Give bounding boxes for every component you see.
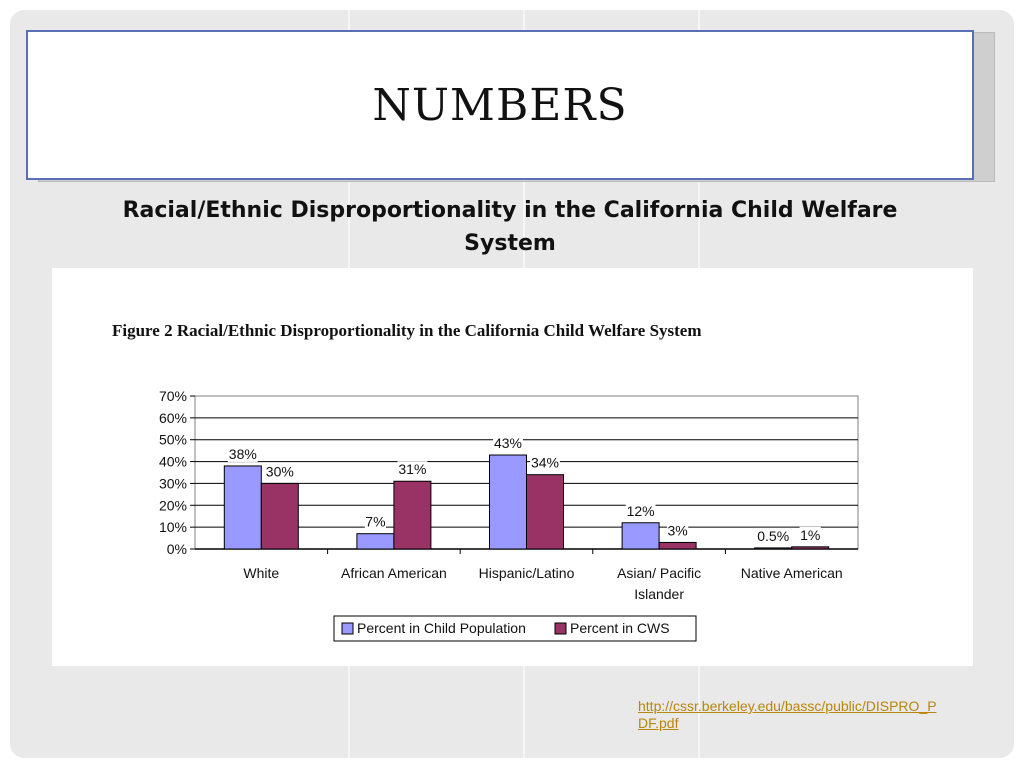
y-tick-label: 40% xyxy=(159,454,187,470)
data-label-bg xyxy=(530,454,560,471)
data-label: 1% xyxy=(800,527,820,543)
legend-swatch xyxy=(554,622,567,635)
category-label: Native American xyxy=(741,565,843,581)
chart-figure: Figure 2 Racial/Ethnic Disproportionalit… xyxy=(52,268,973,666)
y-tick-label: 0% xyxy=(167,541,187,557)
title-box: NUMBERS xyxy=(26,30,974,180)
legend-label: Percent in Child Population xyxy=(357,620,526,636)
legend-swatch xyxy=(341,622,354,635)
bar-chart: 0% 10% 20% 30% 40% 50% 60% 70% 38% 30% White 7% 31% A… xyxy=(159,388,859,642)
category-label: Hispanic/Latino xyxy=(479,565,575,581)
bar xyxy=(393,480,432,550)
data-label-bg xyxy=(667,522,689,539)
data-label: 31% xyxy=(398,461,426,477)
y-tick-label: 20% xyxy=(159,497,187,513)
bar xyxy=(223,465,262,550)
category-label: Islander xyxy=(634,586,684,602)
data-label: 12% xyxy=(627,503,655,519)
slide-title: NUMBERS xyxy=(372,79,628,131)
slide-subtitle: Racial/Ethnic Disproportionality in the … xyxy=(122,198,898,256)
data-label-bg xyxy=(625,502,656,519)
y-tick-label: 60% xyxy=(159,410,187,426)
data-label: 38% xyxy=(229,446,257,462)
bar xyxy=(658,541,697,550)
data-label: 30% xyxy=(266,463,294,479)
y-tick-label: 30% xyxy=(159,475,187,491)
legend-label: Percent in CWS xyxy=(570,620,670,636)
y-tick-label: 70% xyxy=(159,388,187,404)
data-label-bg xyxy=(799,526,821,543)
bar xyxy=(526,474,564,550)
data-label: 34% xyxy=(531,455,559,471)
chart-title: Figure 2 Racial/Ethnic Disproportionalit… xyxy=(112,321,702,340)
data-label-bg xyxy=(264,463,295,480)
bar xyxy=(754,547,793,550)
source-link[interactable]: http://cssr.berkeley.edu/bassc/public/DI… xyxy=(638,698,937,731)
legend-box xyxy=(333,615,697,642)
data-label-bg xyxy=(754,527,793,544)
data-label-bg xyxy=(397,461,428,478)
bar xyxy=(260,482,299,550)
data-label: 43% xyxy=(494,435,522,451)
category-label: Asian/ Pacific xyxy=(617,565,701,581)
bar xyxy=(791,546,830,550)
y-tick-label: 10% xyxy=(159,519,187,535)
bar xyxy=(621,522,660,550)
data-label-bg xyxy=(227,445,258,462)
data-label: 3% xyxy=(667,522,687,538)
category-label: African American xyxy=(341,565,447,581)
bar xyxy=(489,454,527,550)
slide: NUMBERS Racial/Ethnic Disproportionality… xyxy=(10,10,1014,758)
data-label-bg xyxy=(364,513,386,530)
data-label: 7% xyxy=(365,514,385,530)
bar xyxy=(356,533,395,550)
category-label: White xyxy=(243,565,279,581)
data-label: 0.5% xyxy=(757,528,789,544)
y-tick-label: 50% xyxy=(159,432,187,448)
data-label-bg xyxy=(493,435,523,452)
